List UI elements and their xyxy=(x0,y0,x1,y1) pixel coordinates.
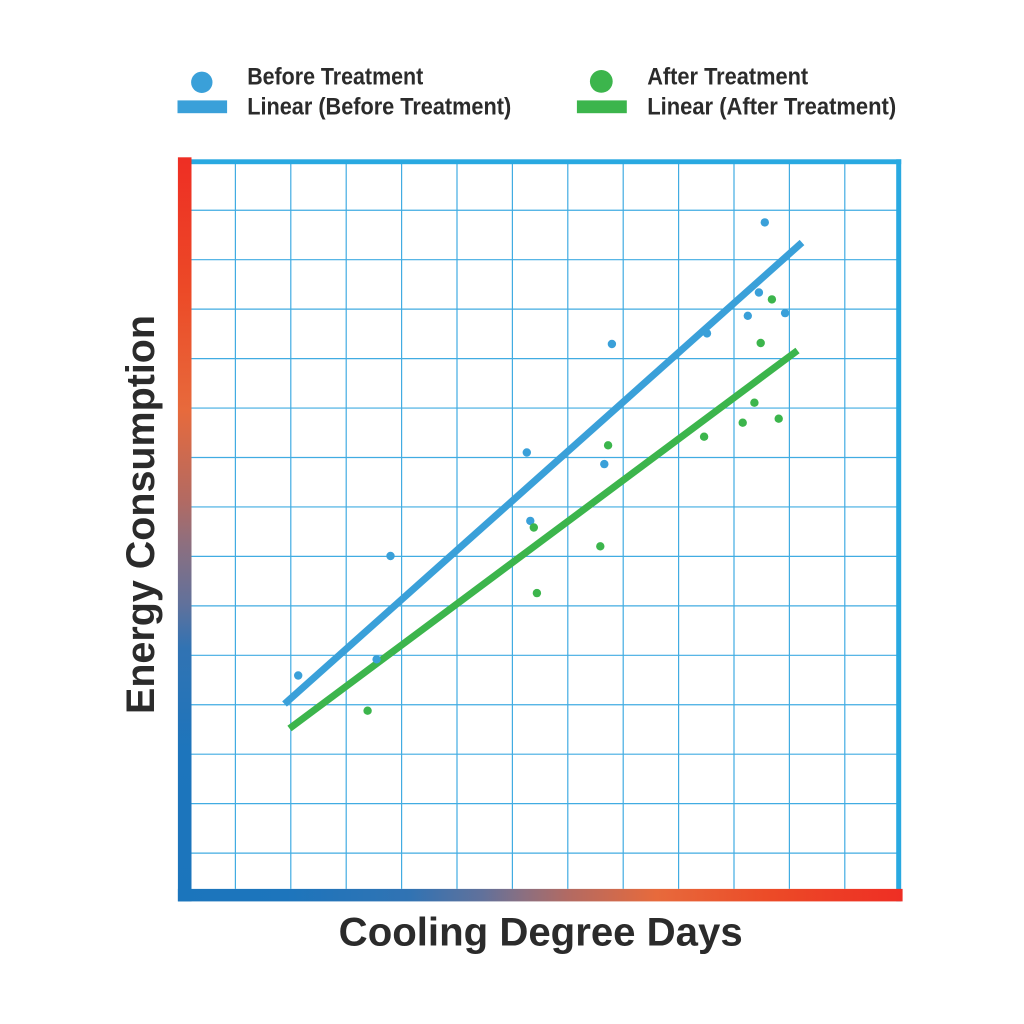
svg-text:After Treatment: After Treatment xyxy=(647,63,808,90)
svg-text:Before Treatment: Before Treatment xyxy=(247,63,423,90)
svg-text:Energy Consumption: Energy Consumption xyxy=(119,315,163,714)
svg-text:Cooling Degree Days: Cooling Degree Days xyxy=(339,911,743,955)
svg-text:Linear (After Treatment): Linear (After Treatment) xyxy=(647,94,896,121)
svg-text:Linear (Before Treatment): Linear (Before Treatment) xyxy=(247,94,511,121)
